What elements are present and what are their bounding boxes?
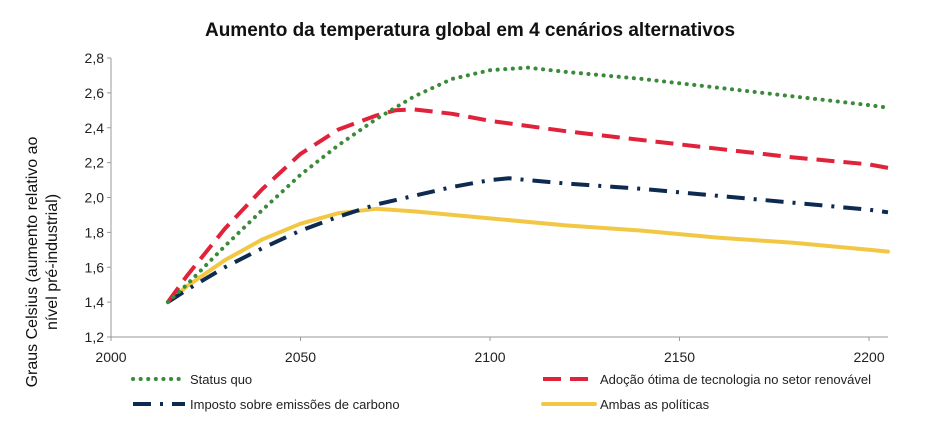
legend: Status quo Adoção ótima de tecnologia no …	[131, 372, 871, 412]
legend-label: Ambas as políticas	[600, 397, 710, 412]
axes: 1,2 1,4 1,6 1,8 2,0 2,2 2,4 2,6 2,8 2000 2050 2100 2…	[85, 50, 888, 365]
series-line-dashdot	[166, 176, 889, 304]
y-tick-label: 1,4	[85, 294, 105, 310]
y-axis-label-line-2: nível pré-industrial)	[44, 194, 61, 330]
x-tick-label: 2000	[95, 349, 126, 365]
x-tick-label: 2050	[285, 349, 316, 365]
y-tick-label: 1,2	[85, 329, 105, 345]
series-line-solid	[165, 206, 890, 305]
y-tick-label: 1,8	[85, 224, 105, 240]
x-tick-label: 2200	[853, 349, 884, 365]
y-tick-label: 2,8	[85, 50, 105, 66]
y-axis-label-line-1: Graus Celsius (aumento relativo ao	[24, 137, 41, 388]
x-tick-label: 2100	[474, 349, 505, 365]
legend-label: Imposto sobre emissões de carbono	[190, 397, 400, 412]
legend-label: Status quo	[190, 372, 252, 387]
x-tick-label: 2150	[664, 349, 695, 365]
y-tick-label: 2,4	[85, 120, 105, 136]
chart-title: Aumento da temperatura global em 4 cenár…	[205, 20, 735, 41]
y-tick-label: 1,6	[85, 259, 105, 275]
legend-label: Adoção ótima de tecnologia no setor reno…	[600, 372, 871, 387]
series-group	[165, 65, 890, 305]
y-tick-label: 2,6	[85, 85, 105, 101]
series-line-dotted	[165, 65, 890, 305]
y-tick-label: 2,0	[85, 190, 105, 206]
series-line-dashed	[166, 107, 889, 304]
y-tick-label: 2,2	[85, 155, 105, 171]
